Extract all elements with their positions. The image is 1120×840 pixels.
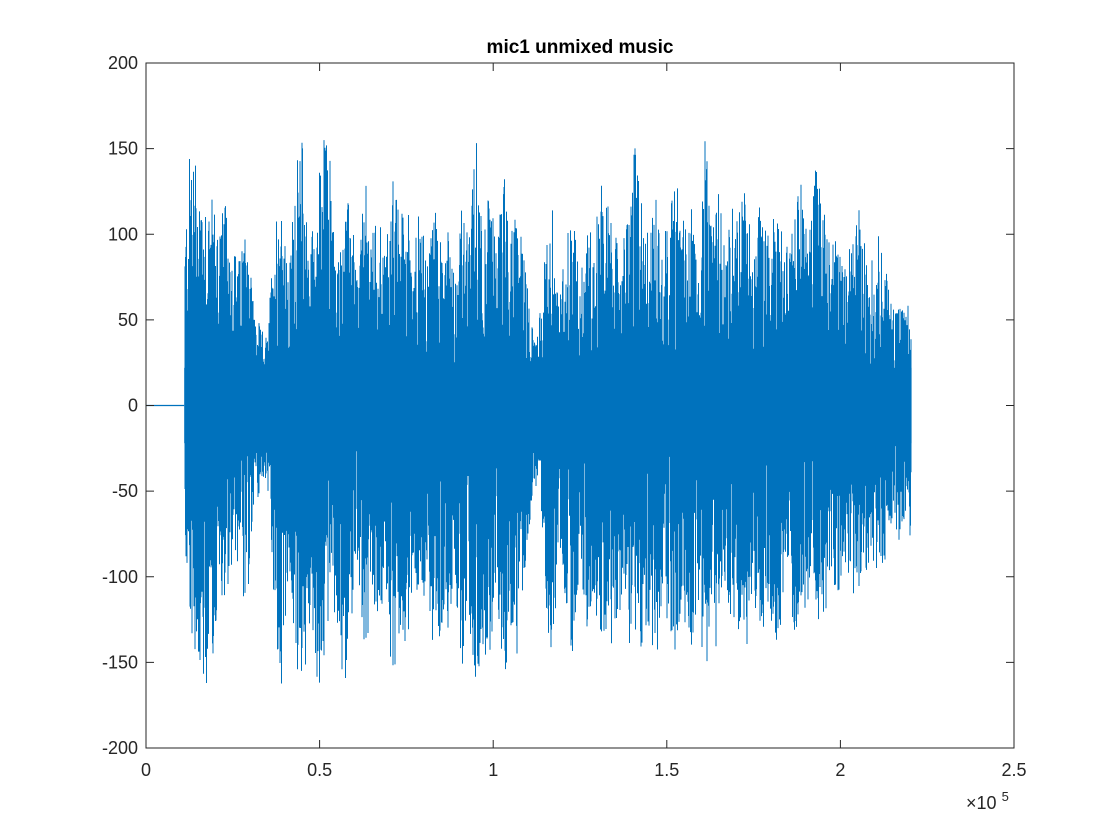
svg-text:×10 5: ×10 5 — [966, 789, 1009, 813]
axes-box — [145, 62, 1015, 749]
x-tick-label: 1 — [488, 760, 498, 780]
x-tick-label: 2.5 — [1001, 760, 1026, 780]
chart-title: mic1 unmixed music — [487, 37, 674, 58]
y-tick-label: -150 — [102, 652, 138, 672]
series-layer — [146, 140, 912, 684]
x-tick-label: 0 — [141, 760, 151, 780]
tick-layer: 0 0.5 1 1.5 2 2.5 -200 -150 -100 -50 0 50 100 150 200 — [102, 53, 1027, 780]
y-tick-label: 150 — [108, 139, 138, 159]
y-tick-label: 0 — [128, 396, 138, 416]
y-tick-label: -100 — [102, 567, 138, 587]
x-axis-exponent: ×10 5 — [966, 789, 1009, 813]
y-tick-label: -50 — [112, 481, 138, 501]
x-exponent-power: 5 — [1002, 789, 1009, 804]
x-tick-label: 0.5 — [307, 760, 332, 780]
y-tick-label: 50 — [118, 310, 138, 330]
series-core-band — [184, 367, 912, 444]
y-tick-label: 200 — [108, 53, 138, 73]
y-tick-label: 100 — [108, 224, 138, 244]
x-exponent-prefix: ×10 — [966, 793, 997, 813]
x-tick-label: 1.5 — [654, 760, 679, 780]
y-tick-label: -200 — [102, 738, 138, 758]
x-tick-label: 2 — [835, 760, 845, 780]
